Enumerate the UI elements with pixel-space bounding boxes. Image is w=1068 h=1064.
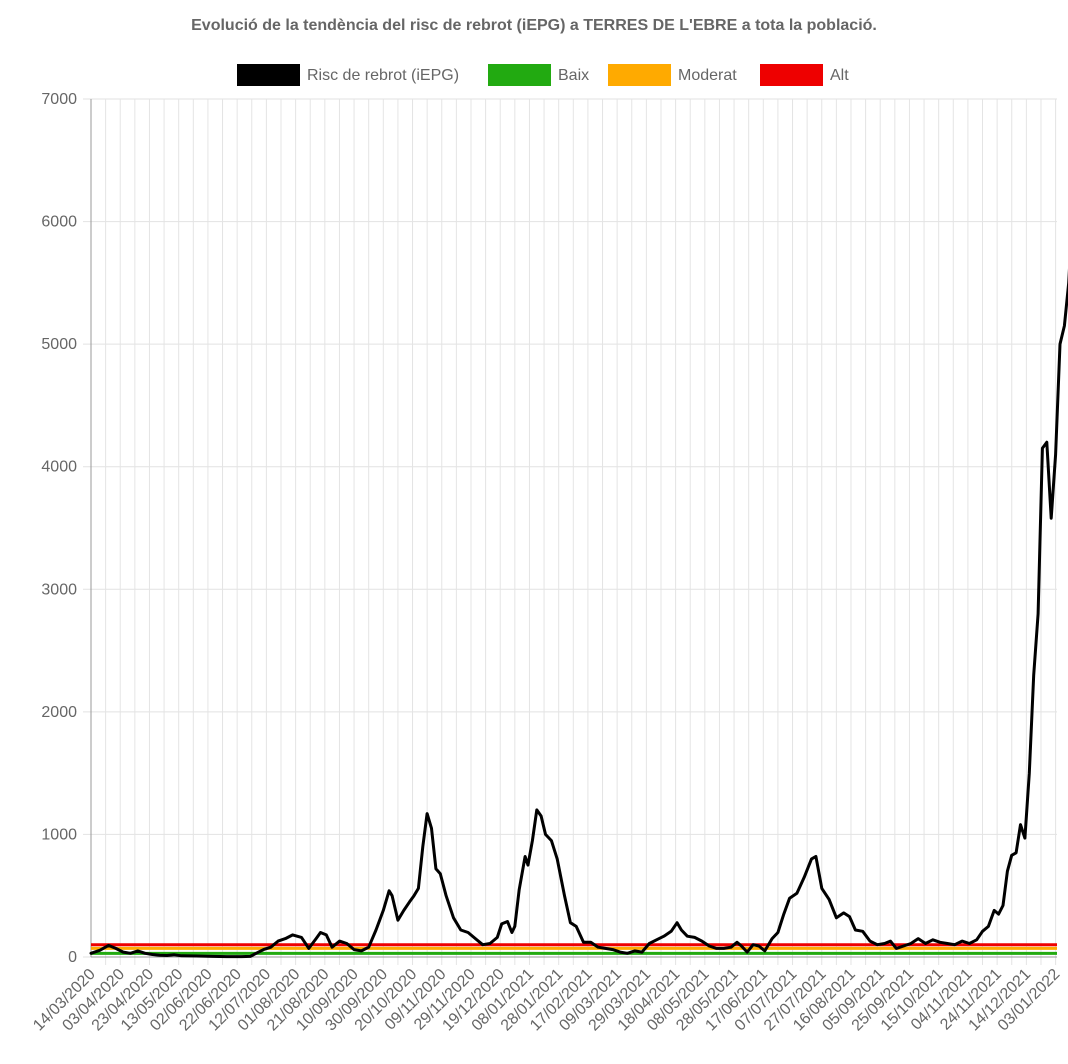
legend-swatch	[237, 64, 300, 86]
y-tick-label: 5000	[41, 336, 77, 353]
legend-item: Baix	[488, 64, 589, 86]
chart-legend: Risc de rebrot (iEPG) Baix Moderat Alt	[237, 64, 849, 86]
legend-label: Moderat	[678, 67, 737, 84]
legend-item: Moderat	[608, 64, 737, 86]
x-axis-tick-labels: 14/03/202003/04/202023/04/202013/05/2020…	[30, 966, 1063, 1035]
y-tick-label: 6000	[41, 214, 77, 231]
legend-label: Risc de rebrot (iEPG)	[307, 67, 459, 84]
y-tick-label: 7000	[41, 91, 77, 108]
chart-axes	[90, 99, 1057, 958]
legend-label: Baix	[558, 67, 589, 84]
chart-grid	[83, 98, 1057, 965]
y-tick-label: 0	[68, 949, 77, 966]
chart-title: Evolució de la tendència del risc de reb…	[191, 17, 877, 34]
legend-label: Alt	[830, 67, 849, 84]
y-axis-tick-labels: 0 1000 2000 3000 4000 5000 6000 7000	[41, 91, 77, 966]
y-tick-label: 3000	[41, 581, 77, 598]
legend-swatch	[760, 64, 823, 86]
y-tick-label: 4000	[41, 459, 77, 476]
chart-series	[89, 268, 1068, 959]
y-tick-label: 2000	[41, 704, 77, 721]
legend-swatch	[608, 64, 671, 86]
y-tick-label: 1000	[41, 826, 77, 843]
legend-item: Alt	[760, 64, 849, 86]
legend-swatch	[488, 64, 551, 86]
legend-item: Risc de rebrot (iEPG)	[237, 64, 459, 86]
series-line-risc-de-rebrot	[89, 268, 1068, 959]
